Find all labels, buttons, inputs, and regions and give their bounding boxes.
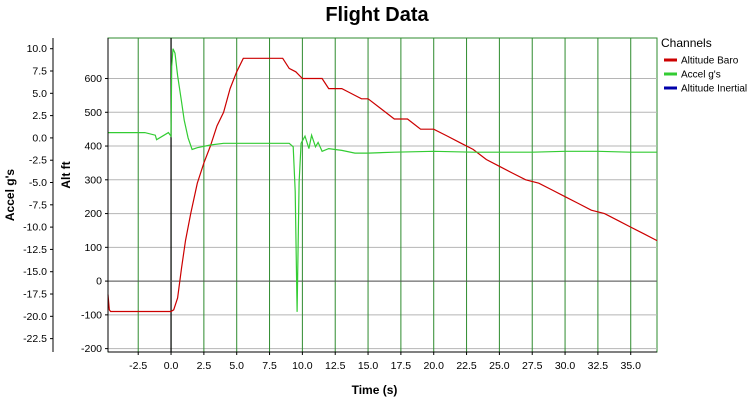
legend-entry-label: Altitude Inertial (681, 84, 747, 95)
altitude-tick-label: 300 (84, 174, 102, 186)
altitude-tick-label: -200 (81, 343, 102, 355)
time-tick-label: 15.0 (358, 360, 379, 372)
legend: Channels Altitude Baro Accel g's Altitude I… (661, 36, 747, 95)
time-tick-label: 25.0 (489, 360, 510, 372)
accel-tick-label: 7.5 (32, 66, 47, 78)
legend-entry-label: Altitude Baro (681, 56, 739, 67)
accel-tick-label: 0.0 (32, 132, 47, 144)
time-tick-label: -2.5 (129, 360, 147, 372)
grid-layer (107, 37, 658, 353)
altitude-tick-label: 100 (84, 242, 102, 254)
accel-tick-label: 2.5 (32, 110, 47, 122)
chart-title: Flight Data (325, 4, 429, 26)
altitude-tick-label: 500 (84, 107, 102, 119)
altitude-tick-label: -100 (81, 309, 102, 321)
altitude-tick-label: 600 (84, 73, 102, 85)
time-axis-label: Time (s) (352, 383, 398, 397)
accel-tick-label: -20.0 (23, 311, 47, 323)
accel-tick-label: -5.0 (29, 177, 47, 189)
altitude-tick-label: 200 (84, 208, 102, 220)
time-tick-label: 27.5 (522, 360, 543, 372)
altitude-tick-label: 400 (84, 141, 102, 153)
accel-tick-label: -12.5 (23, 244, 47, 256)
time-tick-label: 0.0 (164, 360, 179, 372)
time-tick-label: 12.5 (325, 360, 346, 372)
accel-axis-label: Accel g's (3, 169, 17, 222)
time-tick-label: 35.0 (621, 360, 642, 372)
accel-tick-label: 10.0 (27, 43, 48, 55)
accel-tick-label: -15.0 (23, 266, 47, 278)
series-line-altitude-baro (107, 57, 658, 313)
series-line-accel-g-s (108, 48, 657, 312)
time-tick-label: 30.0 (555, 360, 576, 372)
time-tick-label: 2.5 (197, 360, 212, 372)
time-tick-label: 32.5 (588, 360, 609, 372)
accel-tick-label: 5.0 (32, 88, 47, 100)
accel-tick-label: -17.5 (23, 289, 47, 301)
legend-title: Channels (661, 36, 712, 50)
accel-tick-label: -10.0 (23, 222, 47, 234)
altitude-tick-label: 0 (96, 276, 102, 288)
time-tick-label: 5.0 (229, 360, 244, 372)
legend-entry-label: Accel g's (681, 70, 721, 81)
altitude-axis-label: Alt ft (59, 161, 73, 188)
series-layer (107, 48, 658, 313)
accel-tick-label: -2.5 (29, 155, 47, 167)
time-tick-label: 10.0 (292, 360, 313, 372)
accel-tick-label: -22.5 (23, 333, 47, 345)
time-tick-label: 7.5 (262, 360, 277, 372)
axis-layer: 10.0 7.5 5.0 2.5 0.0 -2.5 -5.0 -7.5 -10.0 -12.5 -1… (3, 38, 657, 397)
accel-tick-label: -7.5 (29, 199, 47, 211)
plot-area (107, 37, 658, 353)
time-tick-label: 17.5 (391, 360, 412, 372)
time-tick-label: 20.0 (424, 360, 445, 372)
time-tick-label: 22.5 (456, 360, 477, 372)
